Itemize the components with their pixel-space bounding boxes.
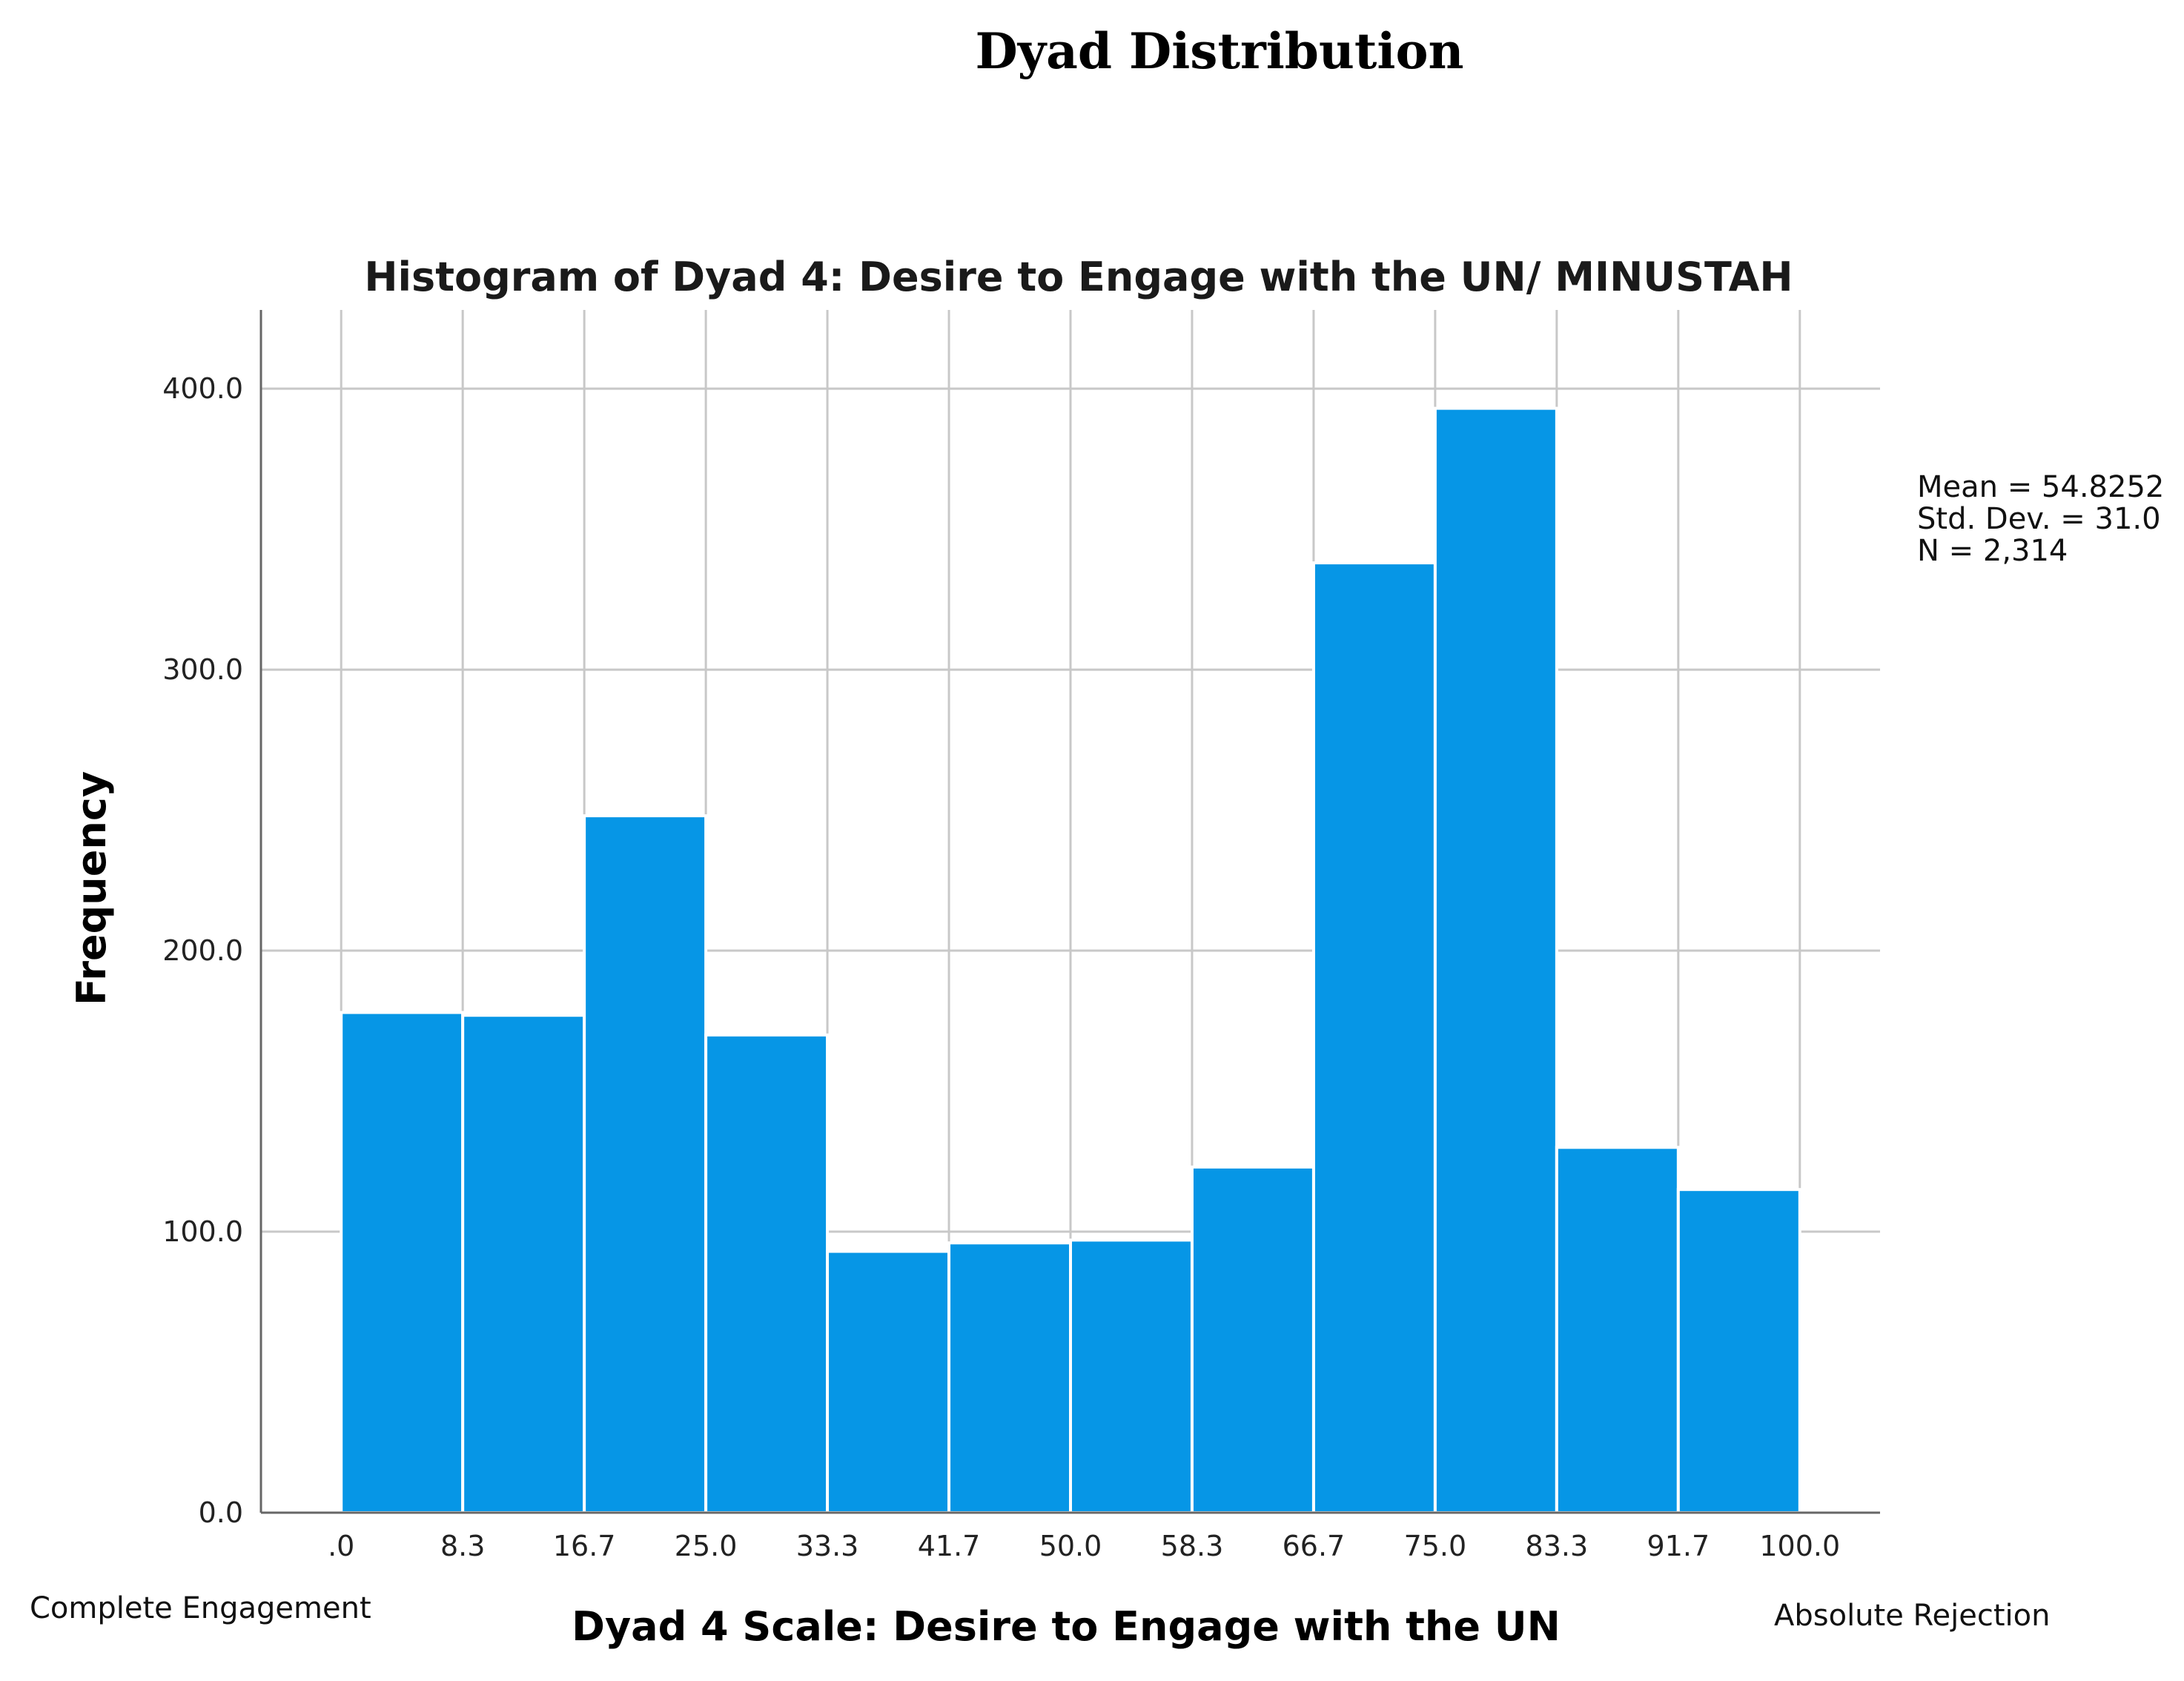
histogram-bar-7	[1190, 1165, 1315, 1515]
histogram-bar-3	[704, 1033, 830, 1514]
x-tick-label-2: 16.7	[553, 1530, 616, 1562]
x-tick-label-11: 91.7	[1647, 1530, 1710, 1562]
x-tick-label-10: 83.3	[1526, 1530, 1589, 1562]
x-tick-label-8: 66.7	[1283, 1530, 1346, 1562]
axes	[259, 310, 1880, 1514]
x-tick-labels: .0 8.3 16.7 25.0 33.3 41.7 50.0 58.3 66.7 75.0 83.…	[328, 1530, 1840, 1562]
scale-right-label: Absolute Rejection	[1774, 1599, 2050, 1633]
histogram-bar-2	[583, 814, 708, 1514]
histogram-bar-1	[461, 1014, 586, 1514]
histogram-bar-5	[947, 1241, 1073, 1514]
y-tick-label-3: 300.0	[162, 653, 243, 686]
y-axis-title: Frequency	[68, 771, 115, 1005]
stats-n: N = 2,314	[1917, 534, 2068, 568]
x-tick-label-6: 50.0	[1039, 1530, 1102, 1562]
histogram-bar-0	[340, 1011, 465, 1514]
histogram-bar-11	[1676, 1188, 1801, 1514]
chart-title: Histogram of Dyad 4: Desire to Engage wi…	[364, 254, 1793, 300]
x-tick-label-12: 100.0	[1759, 1530, 1840, 1562]
x-tick-label-9: 75.0	[1404, 1530, 1467, 1562]
page-title: Dyad Distribution	[976, 22, 1464, 80]
stats-std-dev: Std. Dev. = 31.0	[1917, 502, 2161, 536]
x-tick-label-0: .0	[328, 1530, 354, 1562]
x-tick-label-5: 41.7	[918, 1530, 981, 1562]
x-tick-label-1: 8.3	[440, 1530, 485, 1562]
histogram-bar-4	[826, 1249, 951, 1514]
histogram-bars	[340, 406, 1801, 1515]
x-axis-title: Dyad 4 Scale: Desire to Engage with the …	[572, 1603, 1561, 1650]
histogram-bar-9	[1433, 406, 1558, 1515]
stats-mean: Mean = 54.8252	[1917, 470, 2164, 504]
scale-left-label: Complete Engagement	[30, 1591, 371, 1625]
y-tick-label-1: 100.0	[162, 1215, 243, 1248]
histogram-bar-6	[1069, 1238, 1194, 1515]
histogram-bar-10	[1555, 1146, 1680, 1514]
y-tick-label-0: 0.0	[199, 1496, 243, 1529]
x-tick-label-7: 58.3	[1161, 1530, 1224, 1562]
y-tick-label-4: 400.0	[162, 372, 243, 405]
histogram-bar-8	[1311, 561, 1437, 1515]
stats-box: Mean = 54.8252 Std. Dev. = 31.0 N = 2,31…	[1917, 470, 2164, 568]
x-tick-label-3: 25.0	[675, 1530, 738, 1562]
x-tick-label-4: 33.3	[796, 1530, 859, 1562]
y-tick-label-2: 200.0	[162, 934, 243, 967]
y-tick-labels: 0.0 100.0 200.0 300.0 400.0	[162, 372, 243, 1529]
